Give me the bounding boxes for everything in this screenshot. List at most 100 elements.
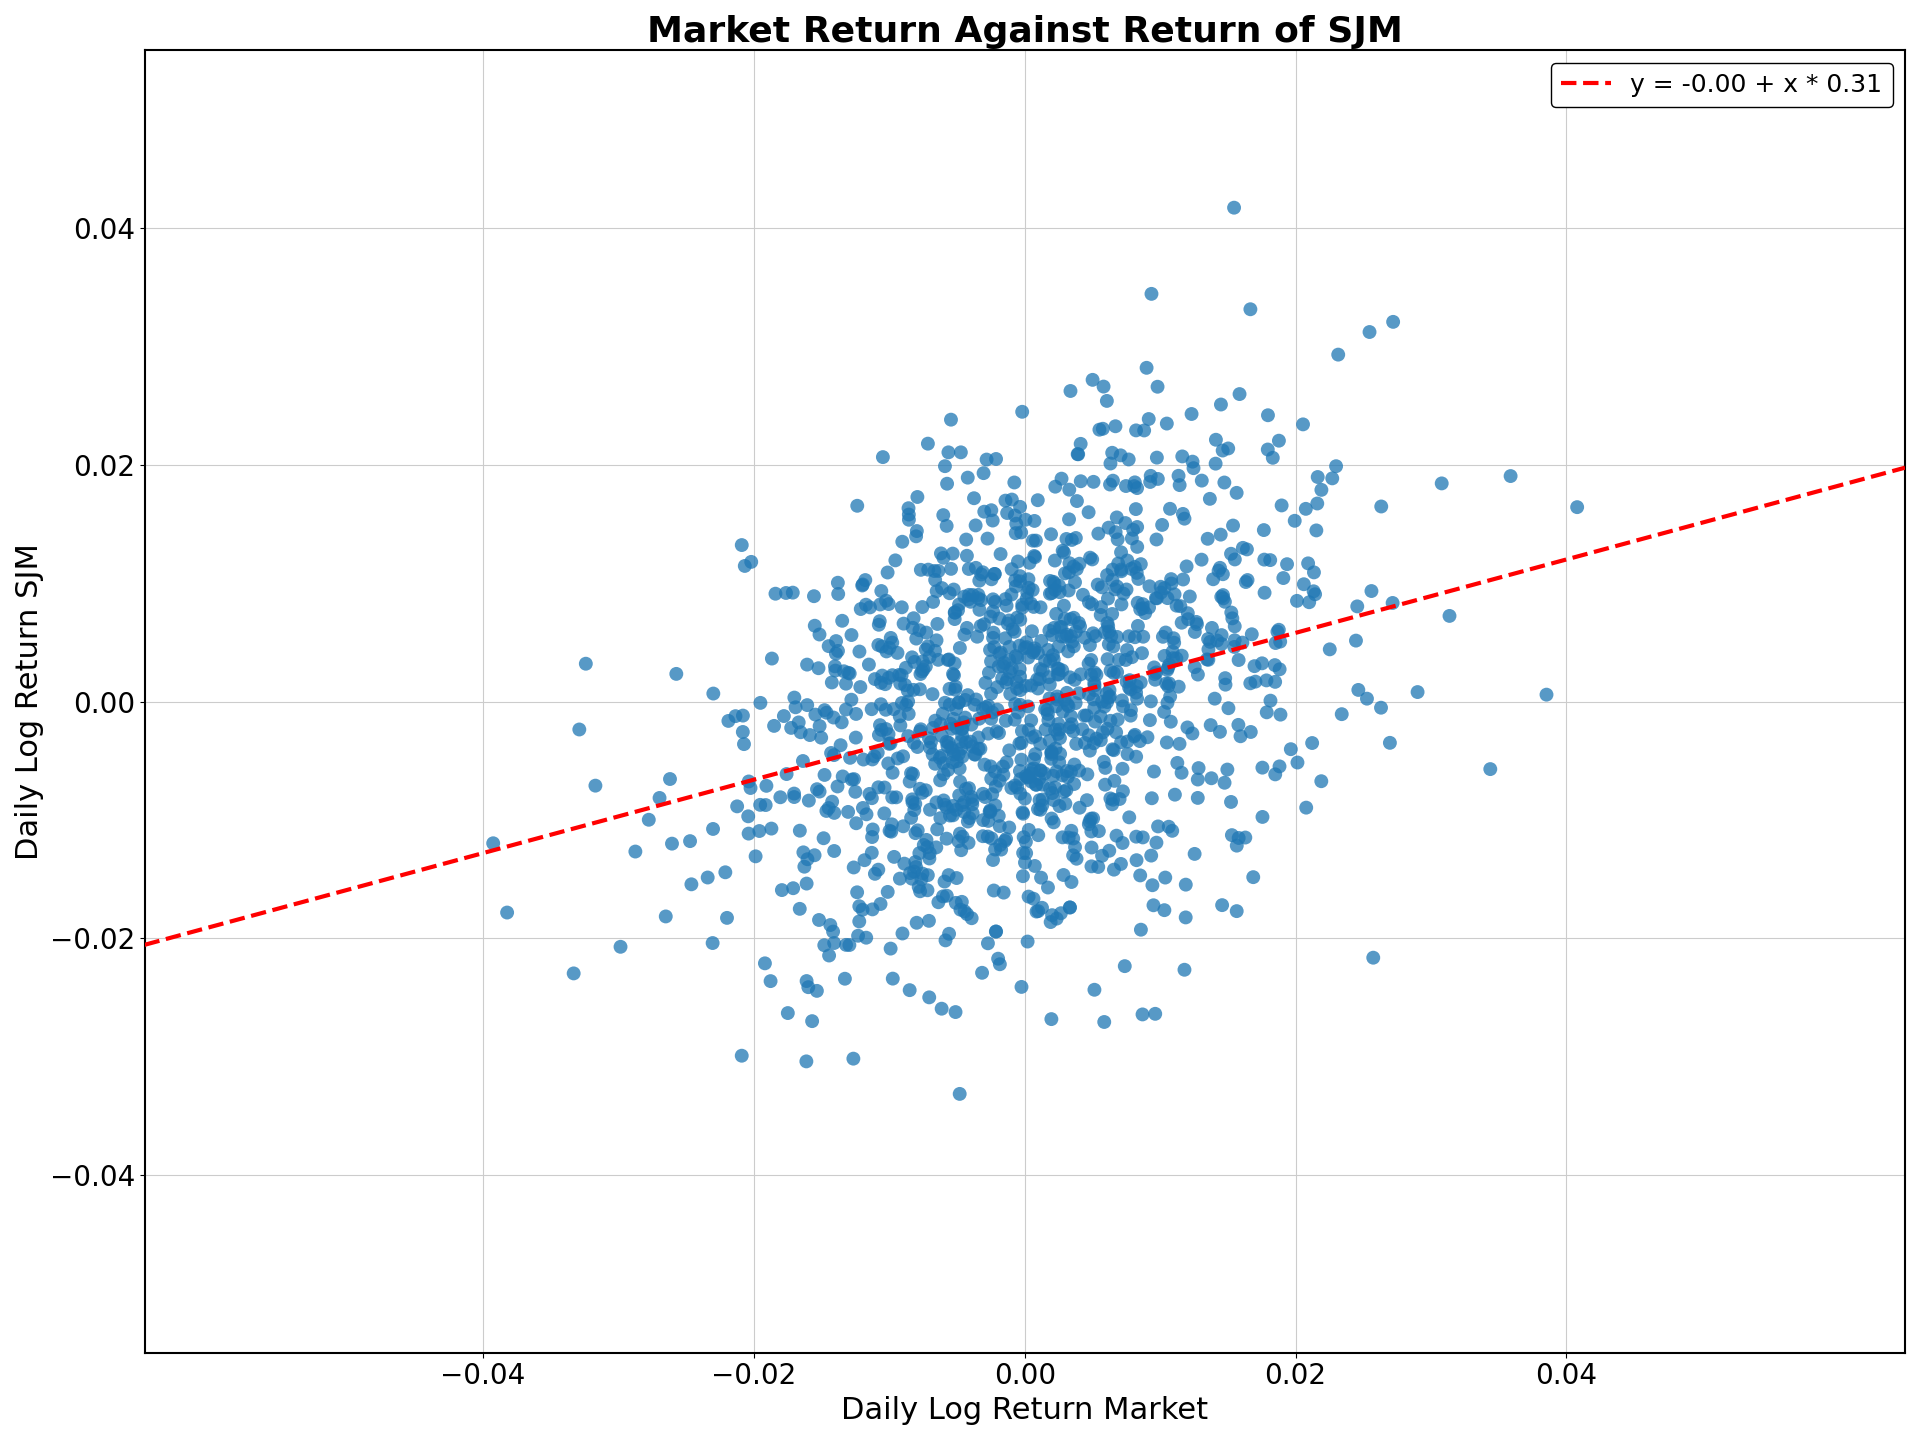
Point [1252, 701, 1283, 724]
Point [1192, 527, 1223, 550]
Point [841, 494, 872, 517]
Point [816, 671, 847, 694]
Point [1098, 769, 1129, 792]
Point [1352, 687, 1382, 710]
Point [1121, 848, 1152, 871]
Point [1075, 546, 1106, 569]
Point [1054, 579, 1085, 602]
Point [1152, 586, 1183, 609]
Point [973, 932, 1004, 955]
Point [893, 497, 924, 520]
Point [1106, 730, 1137, 753]
Point [776, 716, 806, 739]
Point [931, 796, 962, 819]
Point [733, 770, 764, 793]
Point [778, 877, 808, 900]
Point [1062, 490, 1092, 513]
Point [1323, 343, 1354, 366]
Point [1102, 824, 1133, 847]
Point [1154, 654, 1185, 677]
Point [1000, 504, 1031, 527]
Point [877, 664, 908, 687]
Point [1288, 413, 1319, 436]
Point [1062, 847, 1092, 870]
Point [1231, 539, 1261, 562]
Point [1075, 739, 1106, 762]
Point [722, 795, 753, 818]
Point [948, 791, 979, 814]
Point [1204, 556, 1235, 579]
Point [945, 757, 975, 780]
Point [1043, 662, 1073, 685]
Point [1083, 573, 1114, 596]
Point [756, 816, 787, 840]
Point [1165, 595, 1196, 618]
Point [1091, 756, 1121, 779]
Point [977, 783, 1008, 806]
Point [1137, 786, 1167, 809]
Point [1198, 567, 1229, 590]
Point [1150, 576, 1181, 599]
Point [822, 639, 852, 662]
Point [1087, 690, 1117, 713]
Point [1046, 901, 1077, 924]
Point [1129, 419, 1160, 442]
Point [981, 675, 1012, 698]
Point [1052, 759, 1083, 782]
Point [981, 920, 1012, 943]
Point [1068, 583, 1098, 606]
Point [1004, 678, 1035, 701]
Point [1058, 720, 1089, 743]
Point [908, 834, 939, 857]
Point [906, 660, 937, 683]
Point [1064, 681, 1094, 704]
Point [1021, 900, 1052, 923]
Point [856, 899, 887, 922]
Point [1050, 792, 1081, 815]
Point [1235, 720, 1265, 743]
Point [1041, 760, 1071, 783]
Point [1064, 796, 1094, 819]
Point [1106, 593, 1137, 616]
Point [887, 922, 918, 945]
Point [924, 559, 954, 582]
Point [968, 698, 998, 721]
Point [977, 626, 1008, 649]
Point [945, 899, 975, 922]
Point [1089, 1011, 1119, 1034]
Point [1248, 549, 1279, 572]
Point [1073, 724, 1104, 747]
Point [1010, 674, 1041, 697]
Point [904, 880, 935, 903]
Point [960, 688, 991, 711]
Point [995, 739, 1025, 762]
Point [1094, 687, 1125, 710]
Point [799, 615, 829, 638]
Point [1092, 615, 1123, 638]
Point [877, 697, 908, 720]
Point [1119, 724, 1150, 747]
Point [1121, 477, 1152, 500]
Point [1102, 625, 1133, 648]
Point [902, 736, 933, 759]
Point [943, 593, 973, 616]
Point [1231, 827, 1261, 850]
Point [1094, 472, 1125, 495]
Point [580, 775, 611, 798]
Point [826, 733, 856, 756]
Point [964, 737, 995, 760]
Point [908, 658, 939, 681]
Point [887, 530, 918, 553]
Point [1196, 766, 1227, 789]
Point [914, 909, 945, 932]
Point [877, 786, 908, 809]
Point [1171, 873, 1202, 896]
Point [1127, 625, 1158, 648]
Point [1087, 576, 1117, 599]
Point [1106, 541, 1137, 564]
Point [1127, 596, 1158, 619]
Point [699, 683, 730, 706]
Point [899, 732, 929, 755]
Point [935, 677, 966, 700]
Point [1112, 549, 1142, 572]
